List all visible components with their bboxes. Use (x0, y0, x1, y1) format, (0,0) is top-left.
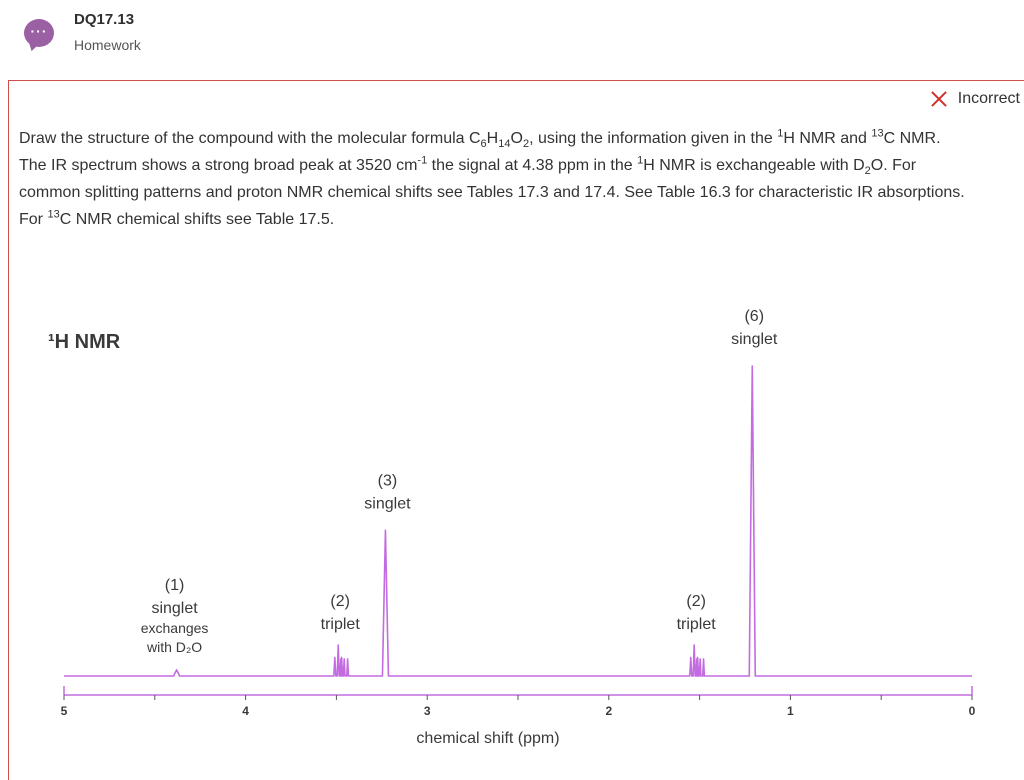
question-text-segment: O. For (870, 157, 917, 174)
question-text-segment: The IR spectrum shows a strong broad pea… (19, 157, 418, 174)
question-text-segment: 6 (480, 138, 487, 151)
question-text-segment: , using the information given in the (529, 130, 778, 147)
question-text-segment: H (486, 130, 499, 147)
avatar-glyph: ··· (30, 23, 48, 39)
question-text-segment: 13 (871, 127, 884, 140)
question-text-segment: 13 (47, 208, 60, 221)
question-text-segment: Draw the structure of the compound with … (19, 130, 481, 147)
question-text-segment: For (19, 211, 48, 228)
assignment-chat-icon[interactable]: ··· (24, 19, 54, 47)
question-text-segment: 1 (777, 127, 784, 140)
x-tick-label: 0 (969, 704, 976, 718)
question-text-segment: H NMR is exchangeable with D (643, 157, 865, 174)
question-text: Draw the structure of the compound with … (19, 125, 1019, 233)
question-text-segment: -1 (417, 154, 428, 167)
question-text-segment: 2 (522, 138, 530, 151)
question-line: The IR spectrum shows a strong broad pea… (19, 152, 1019, 179)
question-text-segment: 2 (864, 165, 871, 178)
question-text-segment: O (510, 130, 523, 147)
question-header: ··· DQ17.13 Homework (0, 0, 1024, 78)
chart-title: ¹H NMR (48, 331, 121, 353)
question-line: Draw the structure of the compound with … (19, 125, 1019, 152)
status-badge: Incorrect (930, 90, 1020, 108)
x-tick-label: 3 (424, 704, 431, 718)
x-tick-label: 1 (787, 704, 794, 718)
question-text-segment: C NMR chemical shifts see Table 17.5. (59, 211, 335, 228)
status-label: Incorrect (957, 90, 1020, 107)
question-line: For 13C NMR chemical shifts see Table 17… (19, 206, 1019, 233)
question-panel (8, 80, 1024, 780)
x-tick-label: 4 (242, 704, 249, 718)
peak-integration-label: (2) (330, 593, 350, 610)
peak-integration-label: (1) (165, 577, 185, 594)
peak-integration-label: (2) (686, 593, 706, 610)
question-text-segment: 1 (637, 154, 644, 167)
question-text-segment: common splitting patterns and proton NMR… (19, 184, 965, 201)
question-title: DQ17.13 (74, 11, 135, 28)
peak-multiplicity-label: singlet (731, 331, 778, 348)
question-text-segment: C NMR. (883, 130, 941, 147)
peak-multiplicity-label: triplet (321, 616, 361, 633)
peak-integration-label: (3) (378, 472, 398, 489)
question-type: Homework (74, 37, 141, 53)
peak-multiplicity-label: singlet (151, 600, 198, 617)
peak-note: exchanges (141, 620, 209, 636)
peak-multiplicity-label: triplet (677, 616, 717, 633)
close-icon (930, 90, 948, 108)
peak-note: with D₂O (146, 639, 202, 655)
peak-multiplicity-label: singlet (364, 495, 411, 512)
spectrum-trace (64, 365, 972, 677)
x-tick-label: 2 (605, 704, 612, 718)
x-axis-label: chemical shift (ppm) (416, 730, 559, 747)
x-tick-label: 5 (61, 704, 68, 718)
question-line: common splitting patterns and proton NMR… (19, 179, 1019, 206)
nmr-spectrum-chart: ¹H NMR 5 4 3 2 1 0 chemical shift (ppm) (1) singl… (48, 308, 976, 747)
peak-integration-label: (6) (744, 308, 764, 325)
question-text-segment: the signal at 4.38 ppm in the (427, 157, 638, 174)
question-text-segment: 14 (498, 138, 511, 151)
question-text-segment: H NMR and (783, 130, 872, 147)
